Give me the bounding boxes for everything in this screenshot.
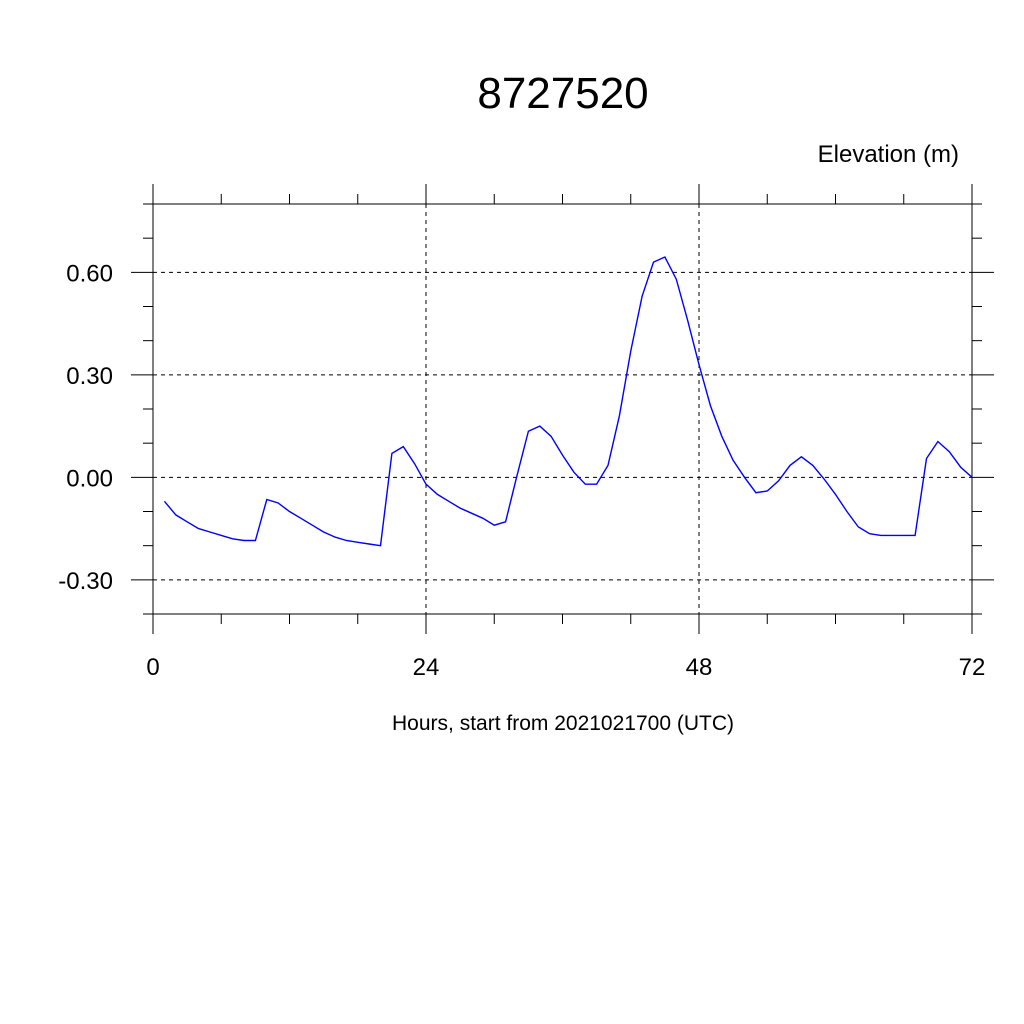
y-axis-label: Elevation (m) — [818, 141, 959, 168]
y-tick-label: -0.30 — [58, 568, 113, 595]
tick-labels: 0 24 48 72 -0.30 0.00 0.30 0.60 — [58, 260, 985, 681]
x-tick-label: 48 — [686, 654, 713, 681]
x-tick-label: 24 — [413, 654, 440, 681]
y-tick-label: 0.30 — [66, 363, 113, 390]
x-tick-label: 0 — [146, 654, 159, 681]
grid — [153, 204, 973, 614]
series-group — [163, 256, 973, 547]
series-line — [163, 256, 973, 547]
y-tick-label: 0.00 — [66, 465, 113, 492]
axis-ticks — [131, 184, 994, 634]
x-axis-label: Hours, start from 2021021700 (UTC) — [392, 712, 734, 735]
x-tick-label: 72 — [959, 654, 986, 681]
chart-title: 8727520 — [477, 69, 648, 118]
plot-frame — [152, 203, 973, 615]
y-tick-label: 0.60 — [66, 260, 113, 287]
